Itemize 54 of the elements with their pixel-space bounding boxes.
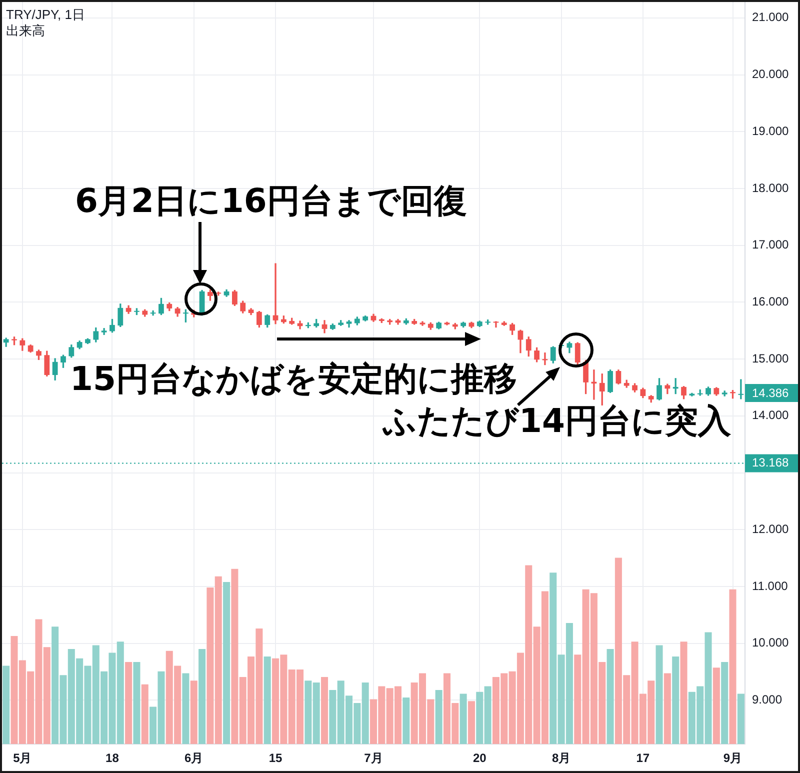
bar <box>198 649 206 744</box>
y-tick-label: 9.000 <box>752 692 782 707</box>
y-tick-label: 17.000 <box>752 238 790 252</box>
bar <box>680 642 688 744</box>
bar <box>729 589 736 744</box>
y-tick-label: 16.000 <box>752 294 790 309</box>
chart-title: TRY/JPY, 1日 <box>6 7 85 23</box>
x-tick-label: 9月 <box>723 751 742 765</box>
chart-title: 出来高 <box>6 23 45 39</box>
bar <box>223 582 230 744</box>
bar <box>133 662 140 744</box>
bar <box>712 668 720 744</box>
annotation: 6月2日に16円台まで回復 <box>75 180 467 220</box>
x-tick-label: 18 <box>106 751 119 765</box>
bar <box>737 694 744 744</box>
bar <box>606 649 614 744</box>
y-tick-label: 20.000 <box>752 67 790 82</box>
x-tick-label: 8月 <box>552 751 571 765</box>
y-tick-label: 10.000 <box>752 636 790 650</box>
x-tick-label: 7月 <box>364 751 383 765</box>
x-tick-label: 20 <box>472 751 486 765</box>
bar <box>141 684 148 744</box>
bar <box>435 690 442 744</box>
candlestick <box>272 263 278 324</box>
bar <box>460 694 467 744</box>
bar <box>182 673 190 744</box>
y-tick-label: 11.000 <box>752 578 788 593</box>
x-tick-label: 6月 <box>184 751 204 765</box>
bar <box>672 656 680 744</box>
y-tick-label: 18.000 <box>752 180 790 195</box>
y-tick-label: 14.000 <box>752 408 790 422</box>
y-tick-label: 21.000 <box>752 10 790 24</box>
y-tick-label: 12.000 <box>752 522 790 536</box>
y-tick-label: 15.000 <box>752 351 790 366</box>
bar <box>190 680 198 744</box>
bar <box>656 645 663 744</box>
bar <box>2 666 10 744</box>
ref-line-label: 13.168 <box>752 456 790 470</box>
bar <box>264 656 271 744</box>
x-tick-label: 17 <box>636 751 650 765</box>
bar <box>721 662 728 744</box>
bar <box>125 662 132 744</box>
y-tick-label: 19.000 <box>752 124 790 138</box>
bar <box>468 701 475 744</box>
text: 14.386 <box>745 384 798 402</box>
annotation: 15円台なかばを安定的に推移 <box>70 358 517 398</box>
annotation: ふたたび14円台に突入 <box>383 400 731 440</box>
x-tick-label: 15 <box>268 751 282 765</box>
candlestick <box>493 321 499 328</box>
x-tick-label: 5月 <box>13 751 32 765</box>
bar <box>321 676 328 744</box>
bar <box>664 673 671 744</box>
bar <box>402 697 410 744</box>
candlestick <box>150 310 156 316</box>
